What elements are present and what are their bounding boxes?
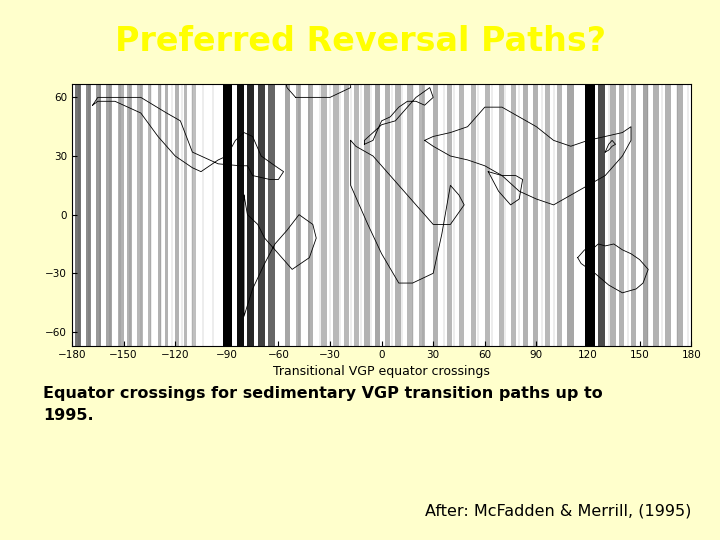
Bar — [175, 84, 179, 346]
Bar — [395, 84, 400, 346]
Bar — [354, 84, 359, 346]
Bar — [96, 84, 102, 346]
Bar — [237, 84, 244, 346]
Bar — [459, 84, 464, 346]
Bar — [485, 84, 490, 346]
Bar — [268, 84, 275, 346]
Bar — [374, 84, 380, 346]
Bar — [631, 84, 636, 346]
Bar — [567, 84, 575, 346]
Bar — [248, 84, 254, 346]
Bar — [138, 84, 143, 346]
Bar — [285, 84, 290, 346]
Bar — [665, 84, 670, 346]
Bar — [165, 84, 168, 346]
Bar — [192, 84, 196, 346]
Bar — [433, 84, 438, 346]
Bar — [420, 84, 425, 346]
Bar — [643, 84, 648, 346]
Bar — [557, 84, 562, 346]
Bar — [296, 84, 301, 346]
Bar — [545, 84, 550, 346]
Bar — [86, 84, 91, 346]
Bar — [598, 84, 606, 346]
Bar — [533, 84, 538, 346]
Bar — [107, 84, 112, 346]
Bar — [258, 84, 265, 346]
Bar — [471, 84, 476, 346]
Bar — [585, 84, 595, 346]
Text: Preferred Reversal Paths?: Preferred Reversal Paths? — [114, 25, 606, 58]
Bar — [510, 84, 516, 346]
Bar — [678, 84, 683, 346]
Bar — [127, 84, 132, 346]
Bar — [385, 84, 390, 346]
Bar — [76, 84, 81, 346]
Bar — [408, 84, 413, 346]
Bar — [118, 84, 124, 346]
Text: 1995.: 1995. — [43, 408, 94, 423]
Bar — [321, 84, 327, 346]
Text: After: McFadden & Merrill, (1995): After: McFadden & Merrill, (1995) — [425, 503, 691, 518]
Text: Equator crossings for sedimentary VGP transition paths up to: Equator crossings for sedimentary VGP tr… — [43, 386, 603, 401]
Bar — [158, 84, 161, 346]
Bar — [184, 84, 187, 346]
Bar — [343, 84, 349, 346]
Bar — [364, 84, 369, 346]
Bar — [447, 84, 452, 346]
Bar — [333, 84, 338, 346]
Bar — [148, 84, 151, 346]
Bar — [611, 84, 616, 346]
Bar — [523, 84, 528, 346]
Bar — [653, 84, 659, 346]
Bar — [619, 84, 624, 346]
Bar — [498, 84, 504, 346]
Bar — [307, 84, 312, 346]
X-axis label: Transitional VGP equator crossings: Transitional VGP equator crossings — [273, 364, 490, 377]
Bar — [223, 84, 232, 346]
